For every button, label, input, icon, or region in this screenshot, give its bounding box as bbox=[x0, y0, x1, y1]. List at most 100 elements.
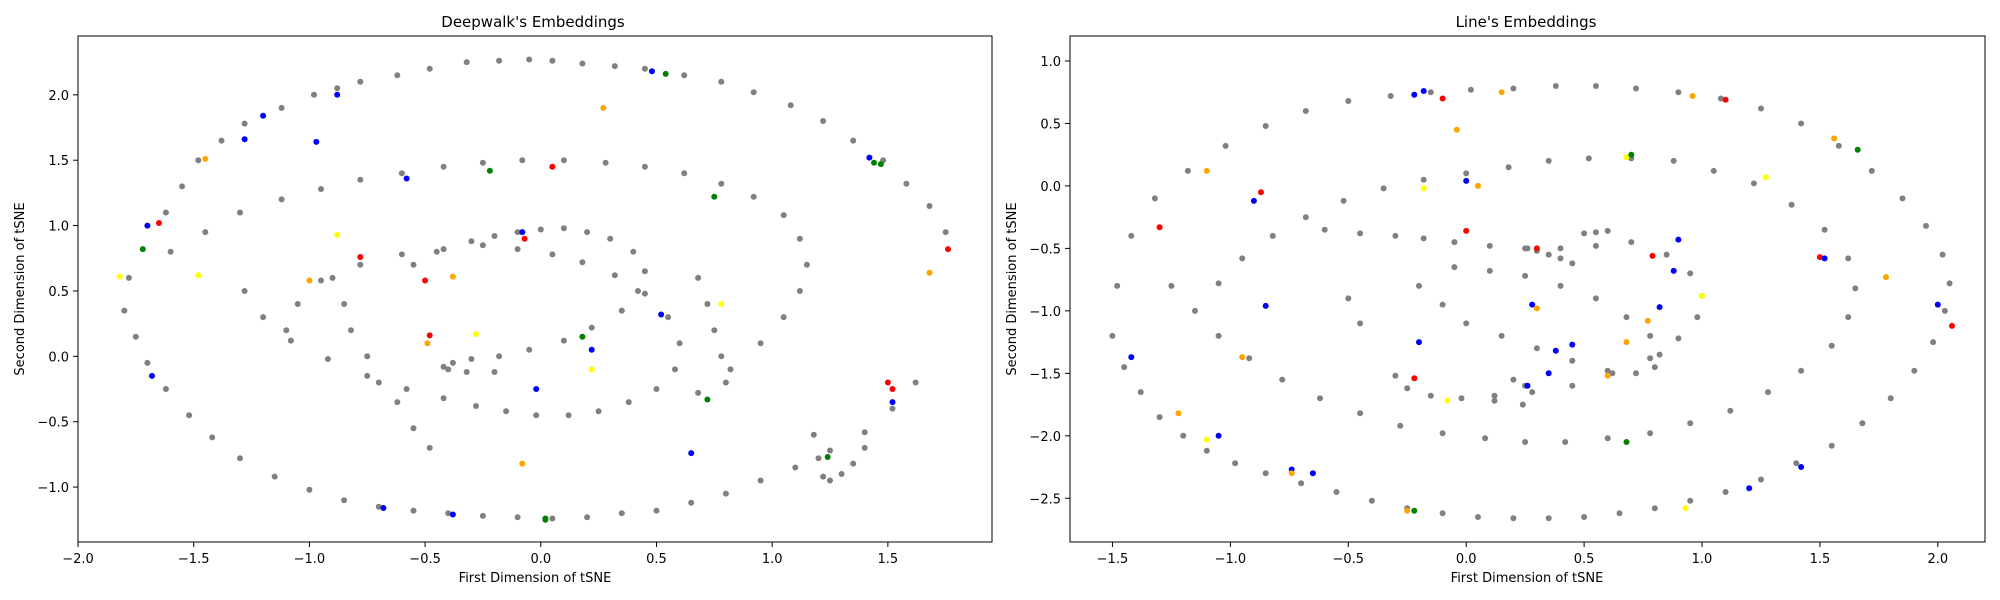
data-point bbox=[1675, 335, 1682, 342]
data-point bbox=[468, 238, 475, 245]
data-point bbox=[827, 447, 833, 454]
data-point bbox=[433, 248, 440, 255]
data-point bbox=[473, 331, 479, 338]
data-point bbox=[1670, 157, 1677, 164]
data-point bbox=[1439, 95, 1446, 102]
data-point bbox=[1239, 255, 1246, 262]
data-point bbox=[1533, 245, 1540, 252]
data-point bbox=[1750, 180, 1757, 187]
data-point bbox=[1463, 320, 1470, 327]
data-point bbox=[1569, 341, 1576, 348]
data-point bbox=[1828, 442, 1835, 449]
data-point bbox=[1439, 301, 1446, 308]
data-point bbox=[1451, 239, 1458, 246]
data-point bbox=[838, 471, 845, 477]
data-point bbox=[1397, 422, 1404, 429]
data-point bbox=[260, 314, 267, 321]
data-point bbox=[1439, 430, 1446, 437]
data-point bbox=[780, 212, 787, 219]
data-point bbox=[294, 301, 301, 307]
data-point bbox=[1675, 89, 1682, 96]
data-point bbox=[1831, 135, 1838, 142]
data-point bbox=[611, 63, 618, 70]
data-point bbox=[271, 473, 278, 480]
data-point bbox=[1498, 332, 1505, 339]
data-point bbox=[1633, 85, 1639, 92]
data-point bbox=[641, 290, 648, 297]
data-point bbox=[1246, 355, 1253, 362]
data-point bbox=[1486, 267, 1493, 274]
data-point bbox=[942, 229, 949, 236]
data-point bbox=[926, 269, 933, 276]
data-point bbox=[1623, 339, 1630, 346]
data-point bbox=[1475, 514, 1481, 520]
data-point bbox=[503, 408, 510, 415]
data-point bbox=[1623, 314, 1630, 321]
data-point bbox=[1722, 96, 1729, 103]
data-point bbox=[1647, 430, 1654, 437]
x-tick-label: −1.0 bbox=[1215, 552, 1247, 567]
data-point bbox=[648, 68, 655, 75]
y-axis-label: Second Dimension of tSNE bbox=[1005, 202, 1020, 375]
data-point bbox=[1279, 376, 1286, 383]
y-tick-label: −1.0 bbox=[1029, 305, 1061, 320]
data-point bbox=[209, 434, 216, 441]
data-point bbox=[364, 372, 371, 379]
data-point bbox=[824, 454, 831, 460]
x-tick-label: 1.0 bbox=[1692, 552, 1713, 567]
data-point bbox=[1491, 397, 1498, 404]
data-point bbox=[549, 163, 556, 170]
x-tick-label: −2.0 bbox=[62, 552, 94, 567]
data-point bbox=[410, 507, 417, 514]
data-point bbox=[426, 65, 433, 72]
x-tick-label: 2.0 bbox=[1927, 552, 1948, 567]
data-point bbox=[394, 399, 401, 406]
data-point bbox=[757, 340, 764, 347]
x-tick-label: −1.5 bbox=[178, 552, 210, 567]
data-point bbox=[1463, 170, 1470, 177]
data-point bbox=[473, 403, 479, 409]
data-point bbox=[348, 327, 354, 334]
data-point bbox=[676, 340, 683, 347]
data-point bbox=[1416, 339, 1422, 346]
data-point bbox=[1569, 357, 1576, 364]
data-point bbox=[711, 193, 718, 200]
data-point bbox=[1923, 222, 1929, 229]
data-point bbox=[653, 507, 660, 514]
data-point bbox=[1269, 232, 1276, 239]
data-point bbox=[1345, 295, 1352, 302]
x-tick-label: −1.5 bbox=[1097, 552, 1129, 567]
data-point bbox=[1758, 105, 1764, 112]
chart-title: Deepwalk's Embeddings bbox=[441, 13, 625, 31]
data-point bbox=[278, 104, 285, 111]
data-point bbox=[796, 288, 803, 294]
data-point bbox=[1533, 305, 1540, 312]
data-point bbox=[1392, 232, 1399, 239]
data-point bbox=[398, 251, 405, 258]
data-point bbox=[588, 324, 595, 331]
data-point bbox=[1604, 435, 1611, 442]
data-point bbox=[810, 431, 817, 438]
x-tick-label: −0.5 bbox=[409, 552, 441, 567]
data-point bbox=[695, 389, 702, 396]
data-point bbox=[912, 379, 919, 386]
data-point bbox=[1203, 447, 1210, 454]
deepwalk-chart: Deepwalk's Embeddings First Dimension of… bbox=[13, 13, 993, 586]
data-point bbox=[711, 327, 718, 334]
data-point bbox=[1628, 151, 1635, 158]
data-point bbox=[718, 180, 725, 187]
data-point bbox=[1569, 382, 1576, 389]
data-point bbox=[1239, 354, 1246, 361]
data-point bbox=[1392, 372, 1399, 379]
axes-frame bbox=[77, 35, 993, 543]
data-point bbox=[1852, 285, 1859, 292]
data-point bbox=[375, 379, 382, 386]
y-tick-label: 0.5 bbox=[48, 285, 69, 300]
data-point bbox=[611, 272, 618, 279]
data-point bbox=[179, 183, 186, 190]
data-point bbox=[1411, 507, 1418, 514]
data-point bbox=[449, 359, 456, 366]
data-point bbox=[750, 193, 757, 200]
data-point bbox=[641, 268, 648, 275]
